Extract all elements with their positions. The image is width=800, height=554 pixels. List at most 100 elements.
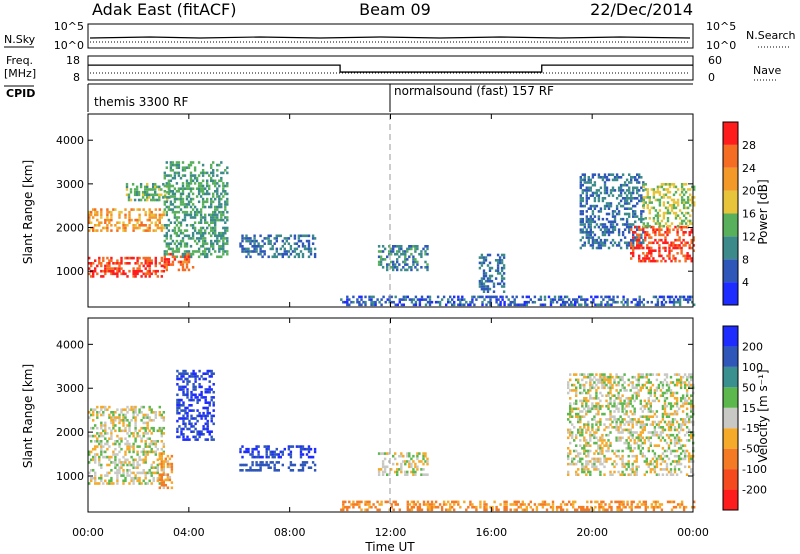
power-cell: [206, 252, 209, 256]
velocity-cell: [595, 404, 598, 408]
velocity-cell: [603, 428, 606, 432]
velocity-cell: [581, 433, 584, 437]
velocity-cell: [469, 503, 472, 506]
velocity-cell: [571, 415, 574, 418]
velocity-cell: [299, 463, 303, 467]
power-cell: [210, 239, 213, 243]
velocity-cell: [100, 442, 103, 446]
velocity-heatmap-cells: [88, 369, 696, 512]
x-tick-label: 20:00: [576, 526, 608, 539]
velocity-cell: [631, 394, 634, 397]
velocity-cell: [647, 431, 650, 434]
power-cell: [603, 244, 607, 247]
power-cell: [183, 258, 187, 261]
power-cell: [218, 234, 221, 238]
velocity-cell: [422, 473, 425, 476]
velocity-cell: [671, 420, 675, 424]
velocity-cell: [635, 468, 638, 471]
velocity-cell: [613, 470, 616, 474]
velocity-cell: [688, 375, 691, 379]
velocity-region: [239, 445, 317, 459]
velocity-region: [88, 405, 165, 485]
power-cell: [410, 300, 414, 304]
power-cell: [658, 295, 662, 299]
power-cell: [666, 190, 670, 194]
power-cell: [92, 229, 95, 232]
velocity-cell: [609, 391, 612, 395]
power-cell: [364, 295, 367, 299]
power-cell: [90, 264, 93, 268]
power-cell: [218, 218, 221, 222]
power-cell: [617, 194, 621, 197]
power-cell: [412, 255, 415, 259]
power-cell: [682, 183, 686, 186]
velocity-cell: [118, 450, 121, 454]
velocity-cell: [615, 418, 618, 421]
velocity-cell: [643, 428, 646, 432]
power-cell: [593, 207, 597, 210]
velocity-cell: [142, 426, 145, 430]
velocity-cell: [150, 450, 153, 454]
velocity-cell: [138, 471, 141, 475]
velocity-cell: [198, 435, 201, 439]
velocity-cell: [166, 460, 170, 463]
power-region: [163, 252, 195, 272]
power-cell: [674, 185, 678, 189]
power-cell: [216, 163, 219, 167]
velocity-cell: [629, 439, 632, 442]
power-cell: [480, 287, 484, 291]
power-cell: [156, 185, 159, 189]
velocity-cell: [605, 404, 608, 408]
velocity-cell: [212, 409, 215, 412]
velocity-cell: [360, 508, 363, 512]
velocity-cell: [665, 389, 669, 392]
power-cell: [438, 300, 442, 304]
power-cell: [436, 300, 440, 304]
velocity-cell: [597, 460, 600, 463]
velocity-cell: [210, 388, 213, 391]
velocity-cell: [577, 381, 580, 384]
power-cell: [201, 179, 205, 183]
velocity-cell: [88, 416, 91, 419]
velocity-cell: [170, 481, 174, 484]
velocity-cell: [537, 503, 541, 506]
power-cell: [191, 234, 195, 238]
power-cell: [632, 189, 635, 192]
power-cell: [152, 213, 155, 217]
velocity-cell: [631, 423, 634, 426]
colorbar-tick-label: 20: [742, 185, 756, 198]
velocity-cell: [637, 394, 640, 397]
velocity-cell: [647, 391, 650, 395]
power-cell: [177, 226, 181, 230]
power-cell: [603, 197, 607, 200]
velocity-cell: [92, 476, 95, 480]
power-cell: [478, 285, 482, 288]
velocity-cell: [100, 408, 103, 411]
power-cell: [253, 234, 256, 238]
power-cell: [660, 300, 664, 304]
power-cell: [191, 216, 195, 219]
power-cell: [593, 215, 597, 218]
velocity-cell: [517, 505, 520, 509]
power-cell: [599, 228, 603, 231]
velocity-cell: [354, 503, 357, 506]
power-cell: [607, 212, 611, 216]
power-cell: [388, 250, 391, 253]
power-cell: [591, 238, 595, 242]
velocity-cell: [659, 462, 663, 466]
velocity-cell: [673, 412, 677, 416]
power-cell: [648, 257, 651, 260]
power-cell: [676, 201, 680, 204]
velocity-cell: [591, 386, 594, 390]
power-cell: [222, 250, 225, 253]
velocity-cell: [661, 452, 665, 455]
power-cell: [110, 218, 113, 222]
power-cell: [541, 303, 545, 307]
power-cell: [682, 219, 686, 223]
velocity-cell: [152, 466, 155, 469]
velocity-cell: [104, 455, 107, 459]
velocity-cell: [112, 419, 115, 422]
velocity-cell: [154, 450, 157, 454]
power-cell: [222, 190, 225, 193]
velocity-cell: [130, 476, 133, 480]
